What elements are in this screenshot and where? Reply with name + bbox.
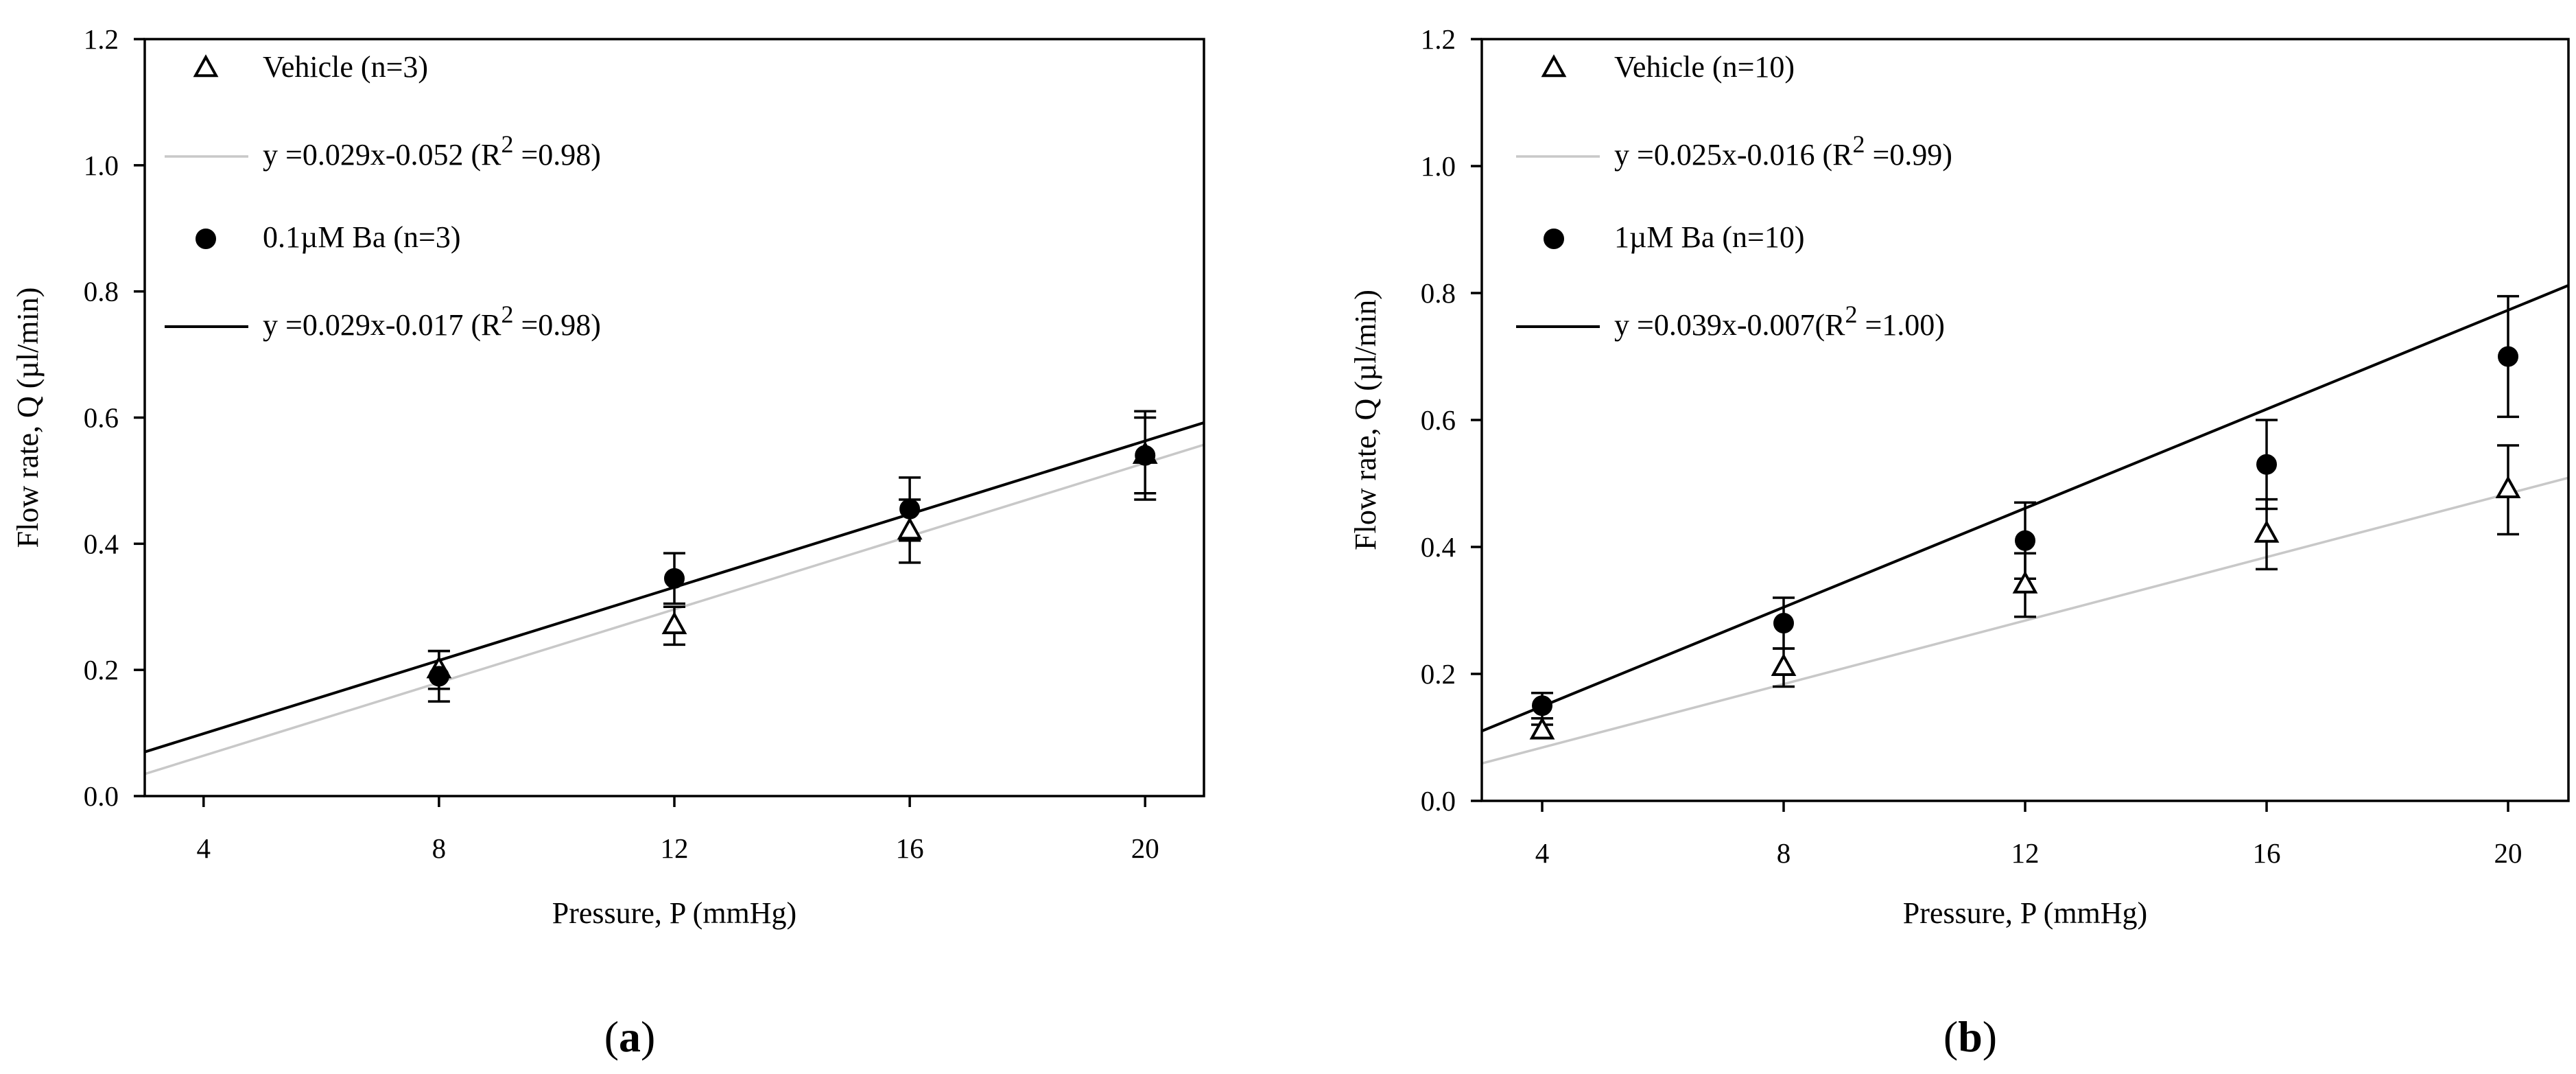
panel-label-a: (a) [604,1012,656,1061]
legend-fit-equation: y =0.039x-0.007(R2 =1.00) [1614,301,1945,342]
legend-label: Vehicle (n=3) [263,50,428,84]
x-tick-label: 4 [197,832,211,864]
x-tick-label: 8 [1777,837,1791,869]
data-point-vehicle [2012,570,2038,594]
data-point-vehicle [661,611,687,635]
data-point-barium [899,498,921,520]
x-tick-label: 16 [2253,837,2281,869]
y-tick-label: 0.4 [1421,531,1456,563]
fit-line-vehicle [1482,476,2568,765]
legend-fit-equation: y =0.025x-0.016 (R2 =0.99) [1614,130,1952,172]
x-tick-label: 12 [2011,837,2040,869]
y-tick-label: 1.2 [84,23,119,55]
data-point-vehicle [1771,653,1797,677]
data-point-vehicle [1529,716,1555,740]
data-point-barium [2498,346,2518,367]
y-tick-label: 0.0 [1421,785,1456,817]
y-tick-label: 0.6 [84,402,119,434]
chart-panel-b: 4 8 12 16 20 0.0 0.2 0.4 0.6 0.8 1.0 1.2 Pressure, P… [1349,23,2570,930]
legend-label: 0.1µM Ba (n=3) [263,220,460,254]
y-tick-label: 1.0 [84,150,119,181]
data-point-vehicle [897,517,923,540]
legend-marker-vehicle [193,54,219,78]
x-axis-title: Pressure, P (mmHg) [552,896,796,930]
data-point-barium [1773,613,1794,633]
data-point-barium [428,666,449,687]
x-tick-label: 20 [1131,832,1159,864]
legend-marker-vehicle [1541,54,1567,78]
y-tick-label: 0.8 [84,276,119,307]
y-tick-label: 1.2 [1421,23,1456,55]
chart-panel-a: 4 8 12 16 20 0.0 0.2 0.4 0.6 0.8 1.0 1.2 Pressure, P… [11,23,1205,930]
data-point-vehicle [2495,475,2521,499]
data-point-barium [1135,445,1156,466]
legend-marker-barium [196,229,216,249]
y-tick-label: 0.6 [1421,404,1456,436]
x-axis-title: Pressure, P (mmHg) [1903,896,2147,930]
x-tick-label: 20 [2494,837,2522,869]
data-point-barium [1532,695,1552,716]
legend-fit-equation: y =0.029x-0.052 (R2 =0.98) [263,130,601,172]
legend-fit-equation: y =0.029x-0.017 (R2 =0.98) [263,301,601,342]
data-point-barium [664,568,685,589]
y-axis-title: Flow rate, Q (µl/min) [11,288,45,548]
y-tick-label: 0.2 [1421,658,1456,690]
x-tick-label: 16 [896,832,924,864]
x-tick-label: 4 [1535,837,1550,869]
data-point-vehicle [2254,520,2280,543]
x-tick-label: 8 [432,832,447,864]
y-tick-label: 0.4 [84,528,119,559]
legend-label: 1µM Ba (n=10) [1614,220,1804,254]
legend-marker-barium [1544,229,1564,249]
y-axis-title: Flow rate, Q (µl/min) [1349,290,1382,550]
data-point-barium [2256,454,2277,475]
y-tick-label: 0.0 [84,780,119,812]
panel-label-b: (b) [1943,1012,1997,1061]
y-tick-label: 0.2 [84,654,119,686]
y-tick-label: 1.0 [1421,150,1456,182]
x-tick-label: 12 [661,832,689,864]
legend-label: Vehicle (n=10) [1614,50,1795,84]
y-tick-label: 0.8 [1421,277,1456,309]
data-point-barium [2015,530,2035,551]
